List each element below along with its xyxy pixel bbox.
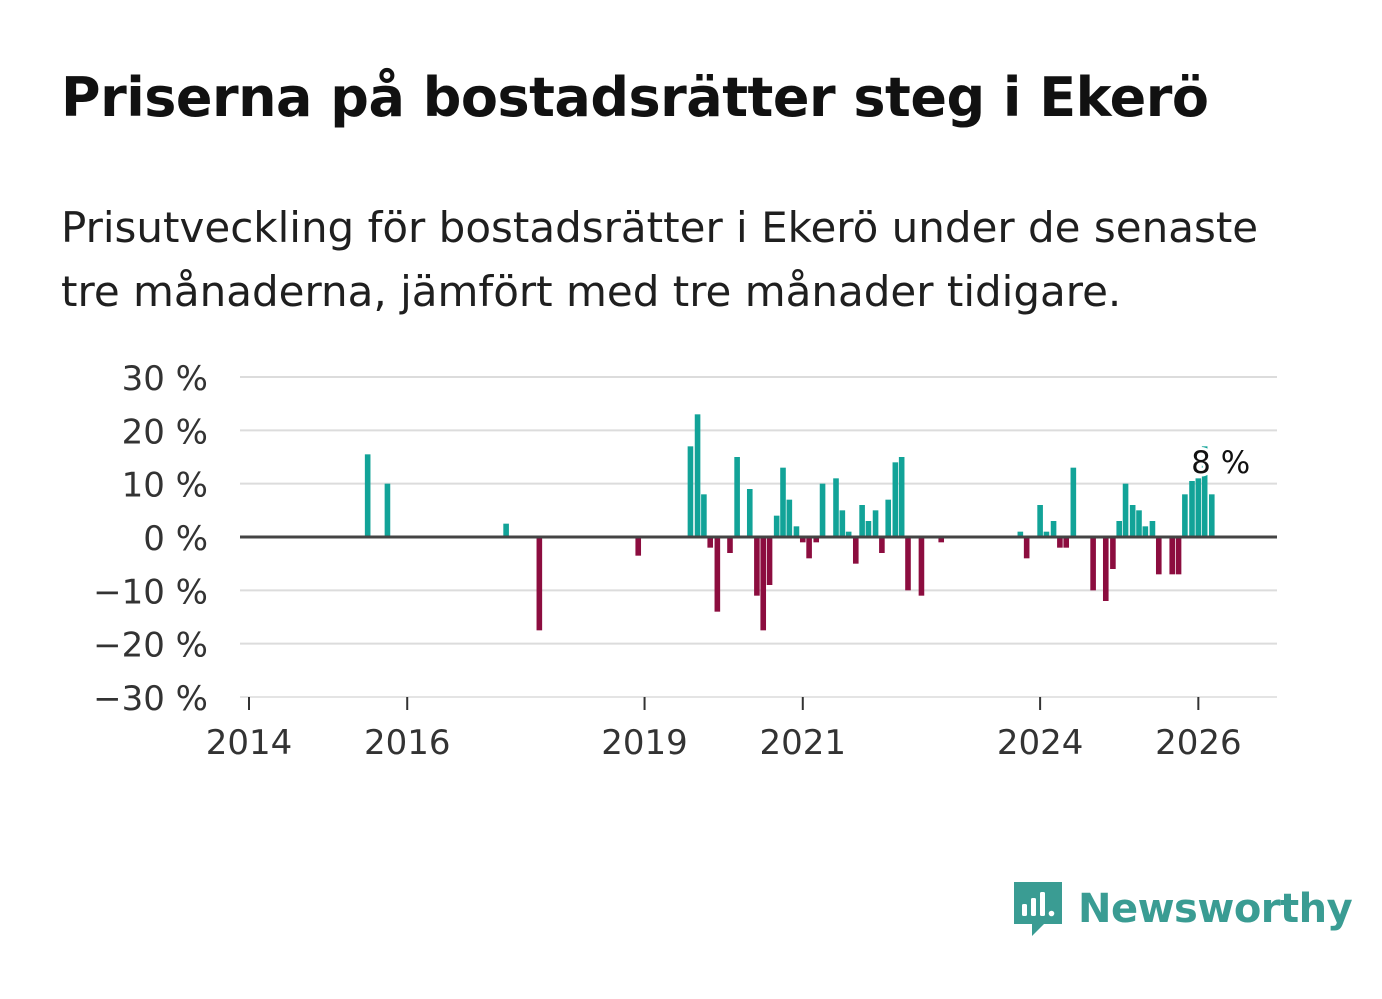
- x-axis: 2014 2016 2019 2021 2024 2026: [206, 697, 1242, 763]
- bar: [635, 537, 642, 556]
- bar: [1195, 478, 1202, 537]
- chart-subtitle: Prisutveckling för bostadsrätter i Ekerö…: [61, 203, 1259, 316]
- bar: [1201, 446, 1208, 537]
- bar: [364, 454, 371, 537]
- bar: [384, 483, 391, 537]
- bar: [892, 462, 899, 537]
- x-tick-label: 2014: [206, 723, 293, 763]
- bar: [727, 537, 733, 553]
- bar: [503, 523, 509, 537]
- bar: [714, 537, 721, 612]
- bar: [859, 505, 865, 537]
- bar: [1037, 505, 1043, 537]
- bar: [1169, 537, 1176, 575]
- bar: [839, 510, 846, 537]
- bar: [833, 478, 839, 537]
- bar: [707, 537, 714, 548]
- bar: [852, 537, 859, 564]
- bar: [819, 483, 826, 537]
- bar: [1175, 537, 1182, 575]
- y-tick-label: −20 %: [93, 626, 208, 666]
- bar: [813, 537, 820, 543]
- x-tick-label: 2016: [364, 723, 451, 763]
- bar: [536, 537, 543, 631]
- bar: [1023, 537, 1030, 559]
- bar: [872, 510, 879, 537]
- bar: [1136, 510, 1142, 537]
- bar: [793, 526, 800, 537]
- bar: [1090, 537, 1096, 591]
- y-tick-label: −30 %: [93, 679, 208, 719]
- bar: [898, 457, 905, 537]
- bar: [799, 537, 806, 543]
- newsworthy-logo-icon: [1014, 882, 1062, 936]
- bar: [1122, 483, 1129, 537]
- bar: [746, 489, 753, 537]
- bar: [694, 414, 701, 537]
- bar: [1050, 521, 1057, 537]
- y-tick-label: 20 %: [122, 412, 208, 452]
- x-tick-label: 2024: [997, 723, 1084, 763]
- bar: [1155, 537, 1162, 575]
- bar: [806, 537, 812, 559]
- bar-chart: 30 %20 %10 %0 %−10 %−20 %−30 % 2014 2016 2…: [93, 359, 1277, 763]
- brand-name: Newsworthy: [1078, 886, 1353, 932]
- bar: [786, 499, 793, 537]
- y-axis-labels: 30 % 20 % 10 % 0 % −10 % −20 % −30 %: [93, 359, 208, 719]
- bar: [1102, 537, 1109, 601]
- bar: [865, 521, 872, 537]
- newsworthy-logo: Newsworthy: [1010, 878, 1353, 940]
- bar: [760, 537, 767, 631]
- bars: [364, 414, 1215, 631]
- bar: [905, 537, 911, 591]
- bar: [1110, 537, 1116, 569]
- bar: [1129, 505, 1136, 537]
- bar: [773, 515, 780, 537]
- y-tick-label: 30 %: [122, 359, 208, 399]
- bar: [1070, 467, 1077, 537]
- x-tick-label: 2019: [601, 723, 688, 763]
- bar: [1182, 494, 1188, 537]
- bar: [780, 467, 786, 537]
- grid-lines: [240, 376, 1277, 698]
- bar: [1017, 531, 1024, 537]
- x-tick-label: 2021: [760, 723, 847, 763]
- y-tick-label: 0 %: [143, 519, 208, 559]
- bar: [766, 537, 773, 585]
- latest-value-label: 8 %: [1191, 445, 1250, 481]
- bar: [1149, 521, 1156, 537]
- bar: [734, 457, 740, 537]
- x-tick-label: 2026: [1155, 723, 1242, 763]
- y-tick-label: −10 %: [93, 572, 208, 612]
- bar: [754, 537, 760, 596]
- bar: [701, 494, 707, 537]
- bar: [1208, 494, 1215, 537]
- chart-title: Priserna på bostadsrätter steg i Ekerö: [61, 66, 1209, 129]
- bar: [1063, 537, 1070, 548]
- bar: [1189, 481, 1195, 537]
- bar: [1057, 537, 1063, 548]
- bar: [885, 499, 892, 537]
- bar: [1116, 521, 1123, 537]
- y-tick-label: 10 %: [122, 466, 208, 506]
- bar: [687, 446, 694, 537]
- bar: [938, 537, 945, 543]
- bar: [1142, 526, 1149, 537]
- bar: [1043, 531, 1050, 537]
- bar: [918, 537, 925, 596]
- bar: [879, 537, 885, 553]
- bar: [845, 531, 852, 537]
